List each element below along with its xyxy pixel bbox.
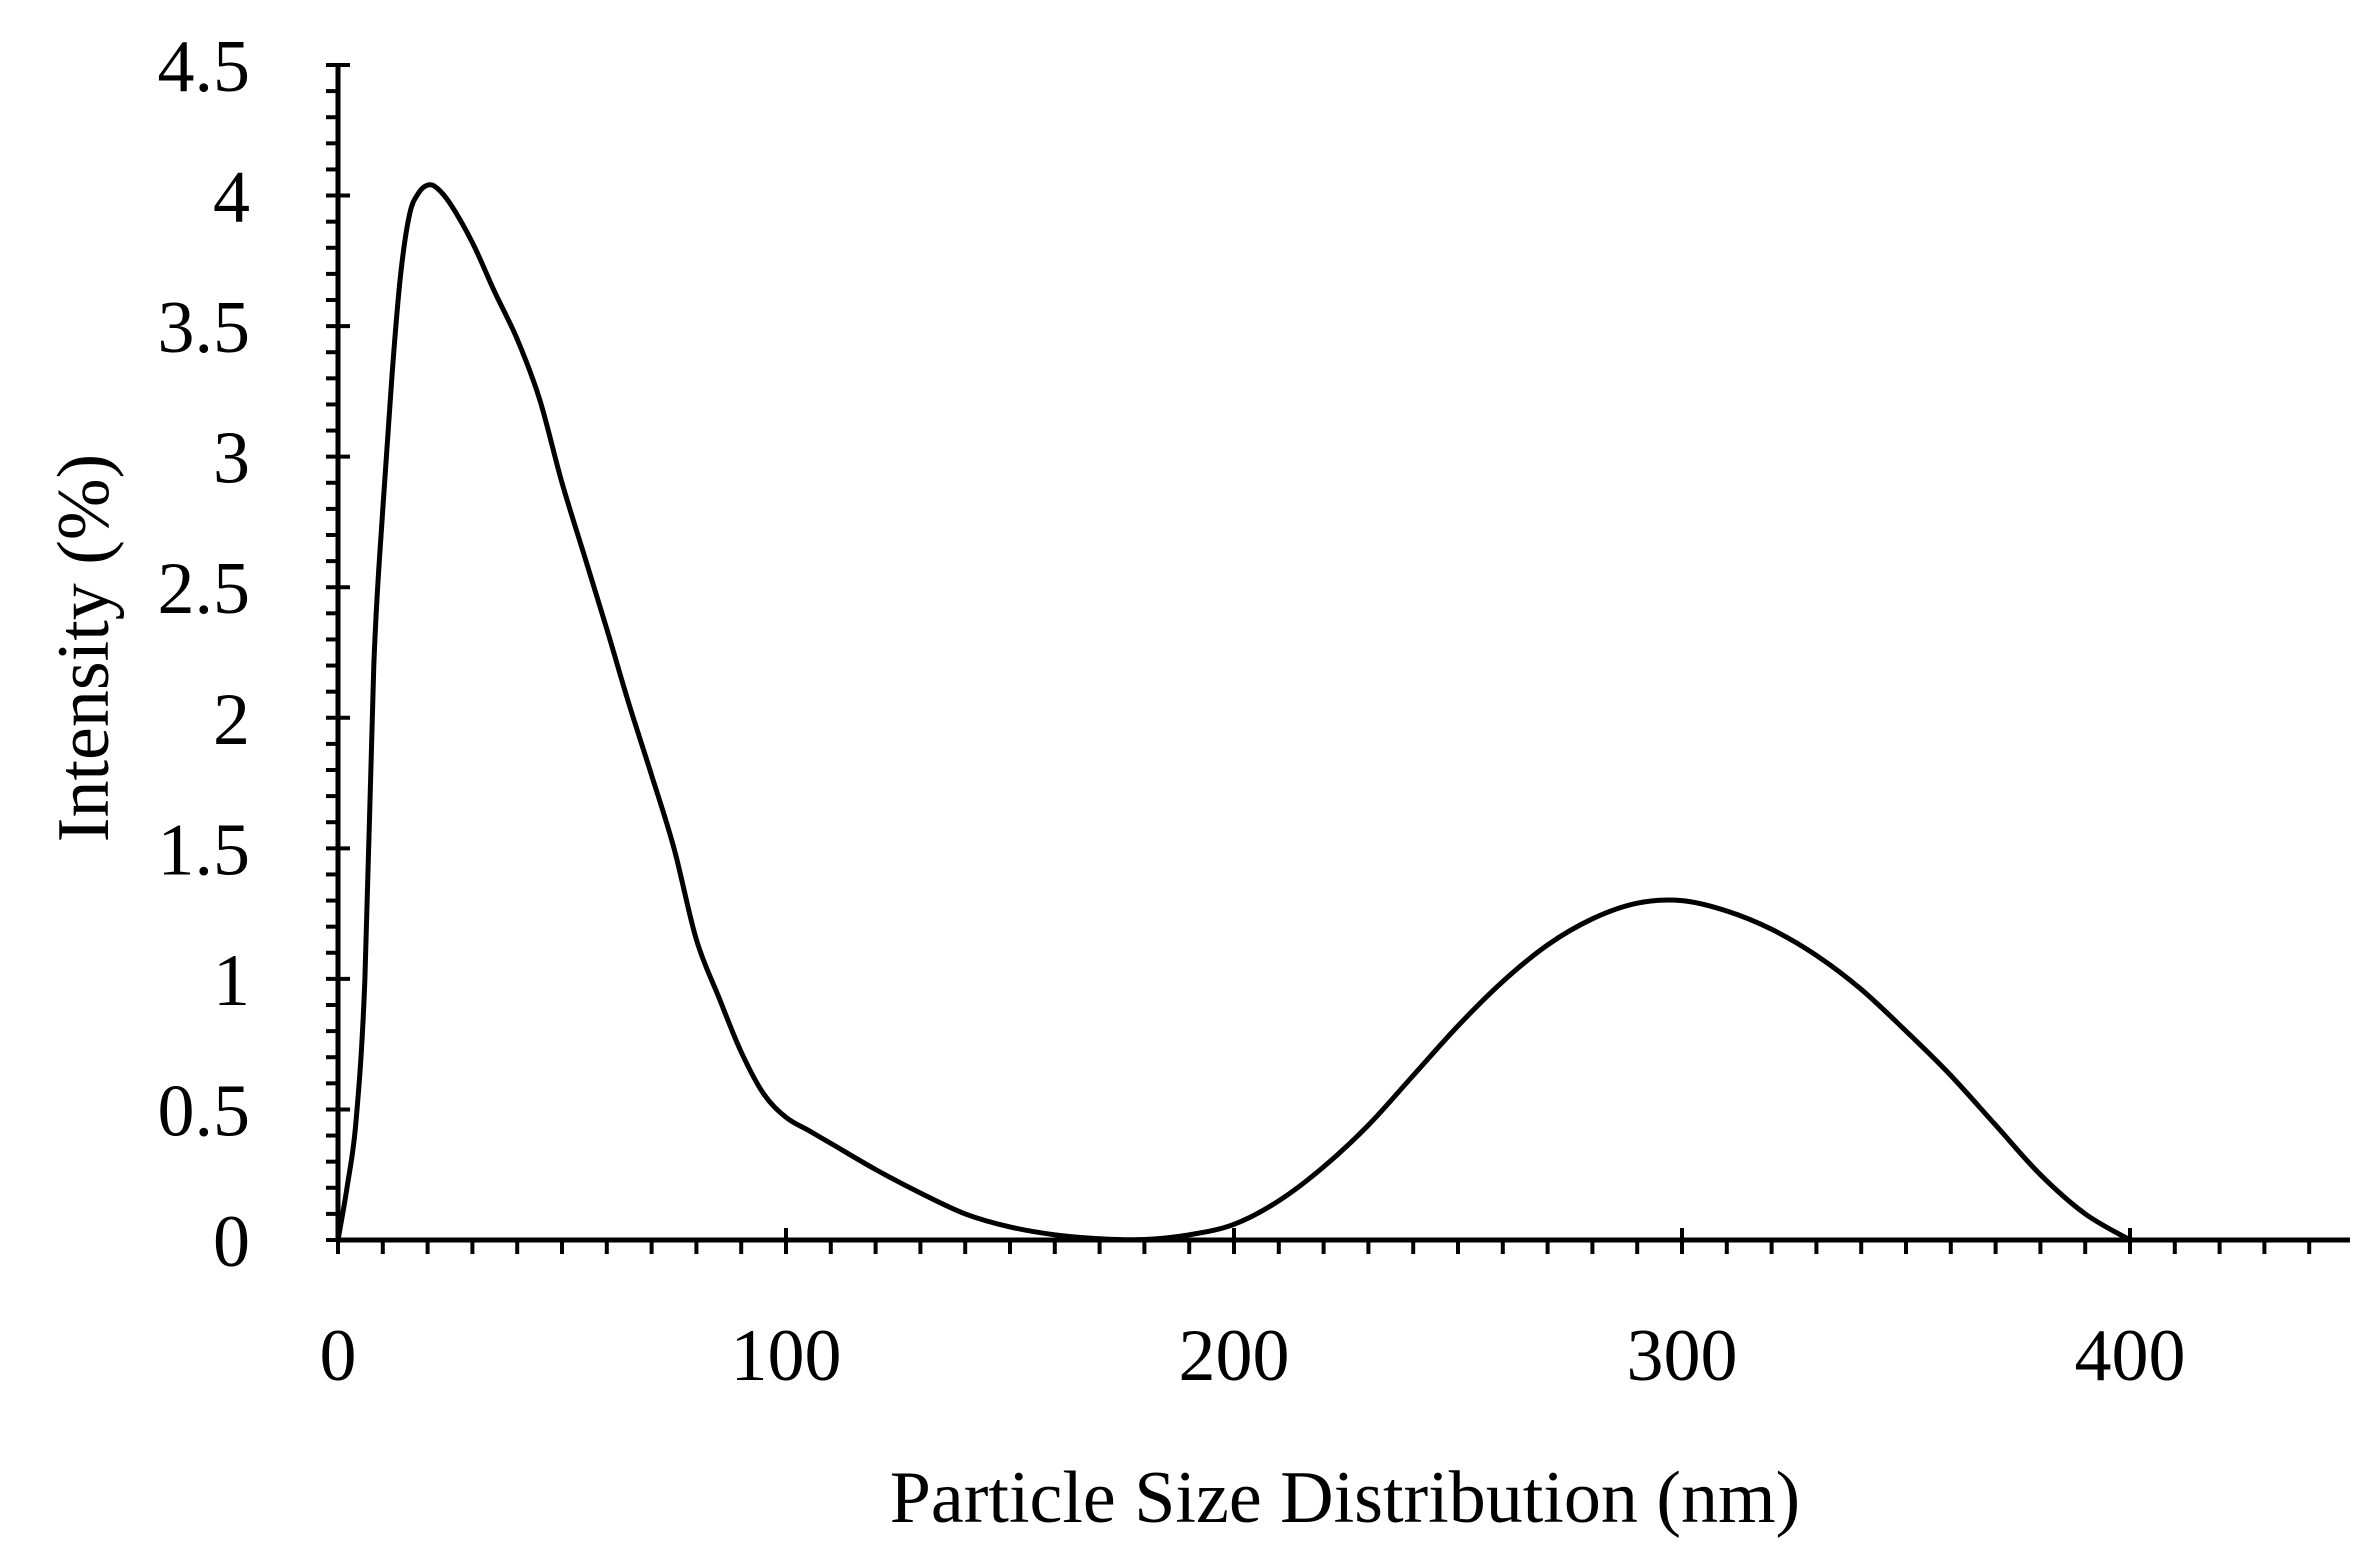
plot-area: 0 0.5 1 1.5 2 2.5 3 3.5 4 4.5 0 100 200 300 400 [158, 26, 2350, 1397]
x-tick-label: 200 [1179, 1315, 1290, 1397]
y-tick-label: 1 [213, 940, 250, 1022]
series-line [335, 182, 2133, 1243]
y-axis-title: Intensity (%) [43, 454, 125, 842]
y-tick-label: 4 [213, 157, 250, 239]
y-tick-label: 4.5 [158, 26, 251, 108]
y-tick-label: 0 [213, 1201, 250, 1283]
y-tick-label: 0.5 [158, 1070, 251, 1152]
y-axis-tick-labels: 0 0.5 1 1.5 2 2.5 3 3.5 4 4.5 [158, 26, 251, 1283]
y-tick-label: 2.5 [158, 548, 251, 630]
y-tick-label: 3 [213, 418, 250, 500]
x-axis-ticks [336, 1228, 2312, 1254]
x-tick-label: 100 [731, 1315, 842, 1397]
y-axis-ticks [326, 63, 350, 1242]
x-axis-title: Particle Size Distribution (nm) [890, 1457, 1800, 1539]
x-tick-label: 400 [2075, 1315, 2186, 1397]
y-tick-label: 1.5 [158, 809, 251, 891]
x-axis-tick-labels: 0 100 200 300 400 [320, 1315, 2186, 1397]
x-tick-label: 300 [1627, 1315, 1738, 1397]
y-tick-label: 3.5 [158, 287, 251, 369]
y-tick-label: 2 [213, 679, 250, 761]
x-tick-label: 0 [320, 1315, 357, 1397]
